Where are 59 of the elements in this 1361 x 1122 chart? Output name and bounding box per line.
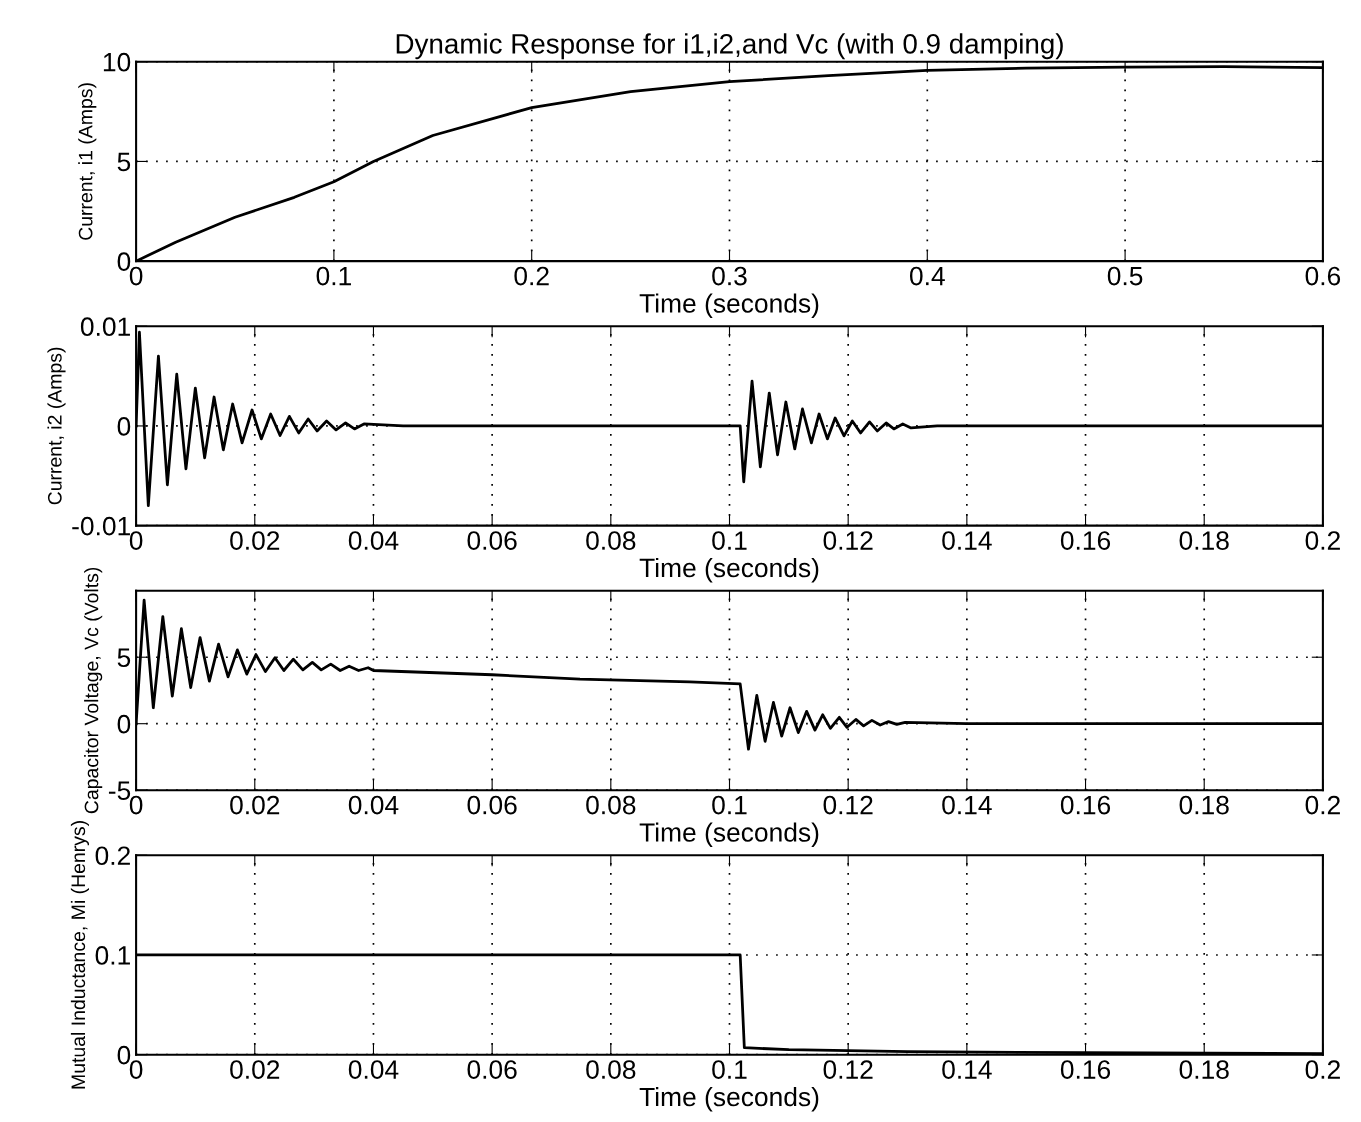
x-tick-label: 0.14 [942, 531, 992, 550]
x-tick-label: 0.18 [1179, 531, 1229, 550]
x-axis-title: Time (seconds) [639, 293, 819, 318]
y-tick-label: 0.01 [80, 317, 130, 337]
x-tick-label: 0.08 [586, 531, 636, 550]
x-axis-title: Time (seconds) [639, 1086, 819, 1112]
y-axis-title: Capacitor Voltage, Vc (Volts) [84, 567, 103, 814]
x-tick-label: 0.12 [823, 531, 873, 550]
x-tick-label: 0.04 [348, 1060, 399, 1079]
x-tick-label: 0.02 [230, 1060, 280, 1079]
x-tick-label: 0.6 [1305, 266, 1341, 286]
x-tick-label: 0.16 [1060, 1060, 1111, 1079]
x-tick-label: 0 [129, 1060, 143, 1079]
x-tick-label: 0.1 [712, 795, 747, 815]
x-axis-title: Time (seconds) [639, 822, 819, 847]
y-axis-title: Mutual Inductance, Mi (Henrys) [70, 821, 89, 1089]
y-tick-label: 0 [117, 1045, 131, 1065]
x-tick-label: 0.02 [230, 795, 280, 815]
x-tick-label: 0.14 [942, 795, 992, 815]
x-tick-label: 0.18 [1179, 1060, 1229, 1079]
chart-title: Dynamic Response for i1,i2,and Vc (with 0.9 damping) [396, 33, 1063, 60]
x-tick-label: 0.3 [712, 266, 747, 286]
x-tick-label: 0.1 [712, 1060, 747, 1079]
x-tick-label: 0 [129, 531, 143, 550]
y-tick-label: -0.01 [72, 516, 130, 536]
x-tick-label: 0.2 [1305, 531, 1340, 550]
x-tick-label: 0.4 [909, 266, 945, 286]
x-tick-label: 0.16 [1060, 531, 1111, 550]
y-tick-label: 5 [117, 152, 131, 172]
y-tick-label: 0 [117, 714, 131, 734]
y-axis-title: Current, i1 (Amps) [78, 83, 97, 240]
x-tick-label: 0.1 [712, 531, 747, 550]
y-tick-label: 10 [103, 52, 131, 72]
x-tick-label: 0.06 [467, 795, 517, 815]
x-tick-label: 0.2 [1305, 795, 1340, 815]
y-tick-label: 5 [117, 648, 131, 668]
x-tick-label: 0.18 [1179, 795, 1229, 815]
x-tick-label: 0.16 [1060, 795, 1111, 815]
y-tick-label: 0.1 [95, 946, 130, 965]
x-tick-label: 0.2 [514, 266, 549, 286]
x-tick-label: 0.08 [586, 795, 636, 815]
y-tick-label: 0 [117, 252, 131, 271]
x-tick-label: 0.06 [467, 1060, 517, 1079]
y-tick-label: -5 [108, 781, 131, 800]
y-tick-label: 0.2 [95, 846, 130, 866]
y-tick-label: 0 [117, 417, 131, 436]
x-tick-label: 0.14 [942, 1060, 992, 1079]
x-tick-label: 0.2 [1305, 1060, 1340, 1079]
x-tick-label: 0.08 [586, 1060, 636, 1079]
x-tick-label: 0.5 [1107, 266, 1143, 286]
x-tick-label: 0.12 [823, 1060, 873, 1079]
y-axis-title: Current, i2 (Amps) [47, 347, 66, 505]
x-tick-label: 0.02 [230, 531, 280, 550]
x-tick-label: 0.04 [348, 531, 399, 550]
x-tick-label: 0.06 [467, 531, 517, 550]
x-axis-title: Time (seconds) [639, 557, 819, 583]
x-tick-label: 0.12 [823, 795, 873, 815]
x-tick-label: 0.1 [316, 266, 351, 286]
x-tick-label: 0.04 [348, 795, 399, 815]
